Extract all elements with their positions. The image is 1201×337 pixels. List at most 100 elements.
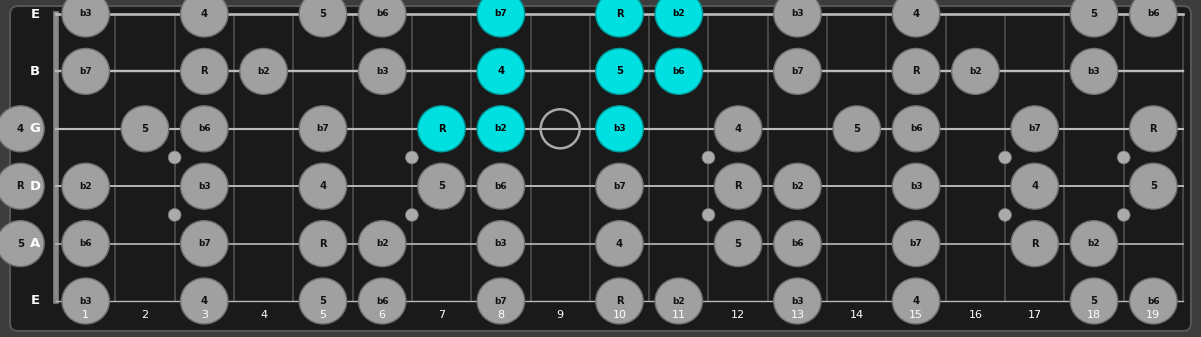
Ellipse shape — [715, 221, 761, 267]
Text: b3: b3 — [791, 297, 803, 306]
Ellipse shape — [62, 49, 109, 94]
Text: 12: 12 — [731, 310, 745, 320]
Text: R: R — [437, 124, 446, 134]
Text: b7: b7 — [198, 239, 210, 248]
Text: b6: b6 — [1147, 297, 1160, 306]
Ellipse shape — [180, 0, 228, 37]
Text: b6: b6 — [910, 124, 922, 133]
Ellipse shape — [62, 163, 109, 209]
Ellipse shape — [1130, 278, 1177, 324]
Circle shape — [703, 209, 715, 221]
Text: 5: 5 — [1091, 296, 1098, 306]
Circle shape — [168, 209, 181, 221]
Ellipse shape — [655, 49, 703, 94]
Text: b2: b2 — [673, 9, 685, 19]
Ellipse shape — [359, 49, 406, 94]
Text: b3: b3 — [79, 9, 92, 19]
Ellipse shape — [240, 49, 287, 94]
Text: b2: b2 — [257, 67, 270, 76]
Text: b6: b6 — [673, 67, 685, 76]
Text: b2: b2 — [376, 239, 389, 248]
Text: 4: 4 — [913, 296, 920, 306]
Ellipse shape — [892, 163, 940, 209]
Text: b2: b2 — [969, 67, 981, 76]
Text: b2: b2 — [791, 182, 803, 191]
Ellipse shape — [715, 163, 761, 209]
Text: 5: 5 — [142, 124, 149, 134]
Text: b7: b7 — [495, 297, 507, 306]
Text: 4: 4 — [201, 296, 208, 306]
Text: 11: 11 — [671, 310, 686, 320]
Text: b3: b3 — [79, 297, 92, 306]
Ellipse shape — [477, 106, 525, 152]
Text: D: D — [30, 180, 41, 193]
Text: b2: b2 — [79, 182, 92, 191]
Text: b3: b3 — [1088, 67, 1100, 76]
Text: b7: b7 — [791, 67, 803, 76]
Text: 13: 13 — [790, 310, 805, 320]
Text: b3: b3 — [910, 182, 922, 191]
Ellipse shape — [773, 221, 821, 267]
Text: b6: b6 — [495, 182, 507, 191]
Ellipse shape — [892, 49, 940, 94]
Ellipse shape — [359, 0, 406, 37]
Text: 4: 4 — [17, 124, 24, 134]
Ellipse shape — [359, 278, 406, 324]
Ellipse shape — [477, 221, 525, 267]
Ellipse shape — [121, 106, 168, 152]
Text: b2: b2 — [1088, 239, 1100, 248]
Ellipse shape — [0, 221, 44, 267]
Text: 19: 19 — [1146, 310, 1160, 320]
Ellipse shape — [773, 49, 821, 94]
Text: 5: 5 — [1149, 181, 1157, 191]
Text: A: A — [30, 237, 40, 250]
Ellipse shape — [418, 163, 465, 209]
Ellipse shape — [477, 49, 525, 94]
Text: 5: 5 — [319, 296, 327, 306]
Ellipse shape — [180, 221, 228, 267]
Text: b6: b6 — [376, 9, 389, 19]
Circle shape — [998, 151, 1011, 164]
Text: R: R — [1030, 239, 1039, 249]
Circle shape — [703, 151, 715, 164]
Ellipse shape — [299, 278, 347, 324]
Text: b6: b6 — [791, 239, 803, 248]
Ellipse shape — [655, 0, 703, 37]
Ellipse shape — [477, 0, 525, 37]
Ellipse shape — [1070, 0, 1118, 37]
Text: b6: b6 — [79, 239, 92, 248]
Ellipse shape — [0, 163, 44, 209]
Text: 5: 5 — [735, 239, 742, 249]
Ellipse shape — [596, 278, 644, 324]
Ellipse shape — [1130, 0, 1177, 37]
Text: 4: 4 — [261, 310, 267, 320]
Ellipse shape — [655, 278, 703, 324]
Ellipse shape — [1070, 221, 1118, 267]
Circle shape — [998, 209, 1011, 221]
Ellipse shape — [1130, 163, 1177, 209]
Ellipse shape — [596, 163, 644, 209]
Ellipse shape — [951, 49, 999, 94]
Text: E: E — [30, 7, 40, 21]
Text: 9: 9 — [556, 310, 563, 320]
Ellipse shape — [596, 0, 644, 37]
Text: b6: b6 — [376, 297, 389, 306]
Text: 1: 1 — [82, 310, 89, 320]
Text: b7: b7 — [1028, 124, 1041, 133]
Text: 5: 5 — [1091, 9, 1098, 19]
Ellipse shape — [418, 106, 465, 152]
Text: R: R — [734, 181, 742, 191]
Ellipse shape — [1070, 49, 1118, 94]
Text: b6: b6 — [1147, 9, 1160, 19]
Text: 2: 2 — [142, 310, 149, 320]
Text: 7: 7 — [438, 310, 446, 320]
Text: R: R — [201, 66, 208, 76]
Text: 4: 4 — [497, 66, 504, 76]
Text: 4: 4 — [735, 124, 742, 134]
Text: 5: 5 — [17, 239, 24, 249]
Ellipse shape — [180, 106, 228, 152]
Ellipse shape — [892, 0, 940, 37]
Text: R: R — [1149, 124, 1157, 134]
Text: 5: 5 — [853, 124, 860, 134]
Text: b7: b7 — [317, 124, 329, 133]
